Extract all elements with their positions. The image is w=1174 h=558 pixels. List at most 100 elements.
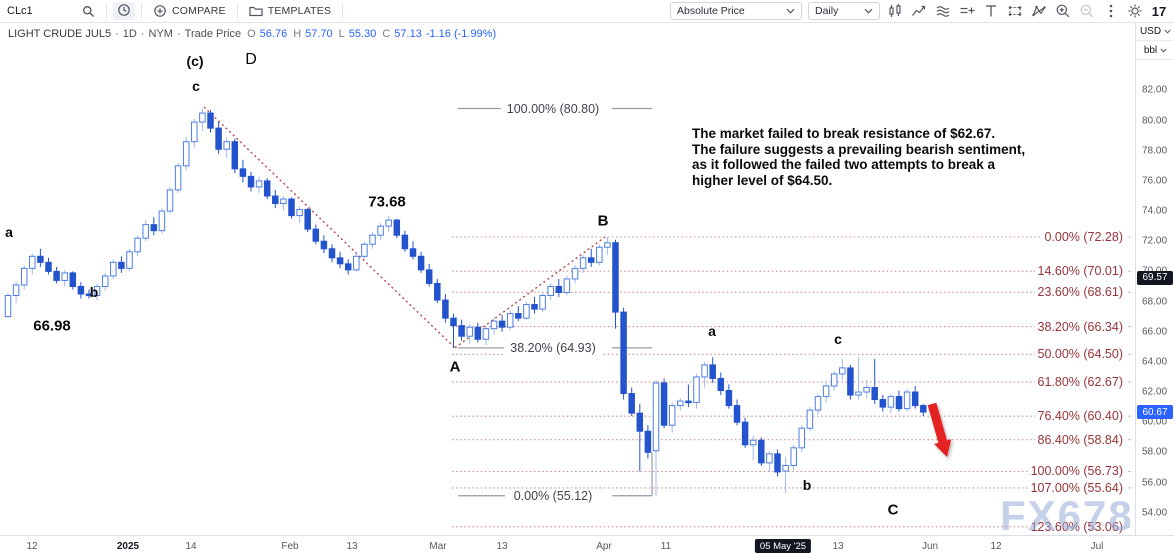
chart-style-icon[interactable]	[886, 2, 904, 20]
legend-separator: ·	[176, 28, 181, 40]
time-tick: 13	[346, 541, 358, 552]
time-tick: 13	[496, 541, 508, 552]
time-tick: Mar	[429, 541, 447, 552]
legend-exchange: NYM	[148, 28, 173, 40]
time-tick: Feb	[281, 541, 299, 552]
fib-projection-label: 0.00% (55.12)	[507, 488, 599, 503]
zoom-out-icon[interactable]	[1078, 2, 1096, 20]
time-tick: Jun	[921, 541, 939, 552]
toolbar-divider	[141, 4, 142, 18]
unit-select[interactable]: bbl	[1136, 41, 1174, 60]
legend-separator: ·	[140, 28, 145, 40]
time-tick: 2025	[116, 541, 140, 552]
compare-button[interactable]: COMPARE	[146, 0, 233, 22]
close-value: 57.13	[394, 28, 422, 40]
open-value: 56.76	[259, 28, 288, 40]
legend-title: LIGHT CRUDE JUL5	[8, 28, 112, 40]
price-tick: 74.00	[1142, 205, 1168, 217]
interval-value: Daily	[815, 5, 839, 17]
legend-price-type: Trade Price	[184, 28, 242, 40]
fib-level-label: 0.00% (72.28)	[1041, 230, 1126, 244]
fib-level-label: 23.60% (68.61)	[1034, 285, 1126, 300]
wave-label-a: a	[708, 323, 716, 339]
more-options-icon[interactable]	[1102, 2, 1120, 20]
price-mode-value: Absolute Price	[677, 5, 745, 17]
scale-settings-icon[interactable]	[958, 2, 976, 20]
interval-select[interactable]: Daily	[808, 2, 880, 20]
time-tick: Apr	[596, 541, 612, 552]
last-price-badge: 60.67	[1137, 405, 1173, 420]
fib-level-label: 38.20% (66.34)	[1034, 319, 1126, 334]
price-tick: 60.00	[1142, 416, 1168, 428]
change-value: -1.16 (-1.99%)	[425, 28, 497, 40]
wave-label-D: D	[245, 51, 257, 68]
symbol-label: CLc1	[7, 5, 33, 17]
time-tick: 12	[990, 541, 1002, 552]
price-mode-select[interactable]: Absolute Price	[670, 2, 802, 20]
fib-level-label: 14.60% (70.01)	[1034, 264, 1126, 279]
time-tick: 13	[832, 541, 844, 552]
wave-label-c: (c)	[186, 53, 204, 69]
forecast-icon[interactable]	[910, 2, 928, 20]
legend-separator: ·	[115, 28, 119, 40]
tradingview-logo[interactable]: 17	[1151, 3, 1167, 19]
toolbar-divider	[236, 4, 238, 18]
fib-level-label: 107.00% (55.64)	[1027, 480, 1126, 495]
currency-select[interactable]: USD	[1136, 22, 1174, 41]
fib-level-label: 76.40% (60.40)	[1034, 409, 1126, 424]
wave-label-a: a	[5, 224, 13, 240]
time-axis[interactable]: 12 2025 14 Feb 13 Mar 13 Apr 11 13 Jun 12 Jul 05 May …	[0, 535, 1174, 558]
prev-price-badge: 69.57	[1137, 270, 1173, 285]
fib-level-label: 123.60% (53.06)	[1027, 519, 1126, 534]
layers-waves-icon[interactable]	[934, 2, 952, 20]
price-tick: 62.00	[1142, 386, 1168, 398]
analysis-note-line: as it followed the failed two attempts t…	[692, 157, 996, 173]
price-tick: 80.00	[1142, 115, 1168, 127]
top-toolbar: CLc1 COMPARE TEMPLATES Absolute Price Da…	[0, 0, 1174, 23]
time-tick: 14	[185, 541, 197, 552]
high-value: 57.70	[305, 28, 333, 40]
wave-label-A: A	[449, 358, 461, 376]
open-label: O	[247, 28, 256, 40]
price-callout: 66.98	[33, 317, 71, 335]
wave-label-b: b	[802, 477, 812, 493]
wave-label-c: c	[192, 78, 200, 94]
fib-level-label: 86.40% (58.84)	[1034, 432, 1126, 447]
wave-label-b: b	[89, 284, 99, 300]
analysis-note-line: The failure suggests a prevailing bearis…	[692, 141, 1026, 157]
price-axis[interactable]: USD bbl 82.0080.0078.0076.0074.0072.0070…	[1135, 22, 1174, 535]
pattern-tool-icon[interactable]	[1006, 2, 1024, 20]
selected-date-badge: 05 May '25	[754, 539, 812, 553]
text-tool-icon[interactable]	[982, 2, 1000, 20]
interval-history-button[interactable]	[113, 2, 135, 20]
price-callout: 73.68	[368, 193, 406, 211]
price-tick: 64.00	[1142, 356, 1168, 368]
zoom-in-icon[interactable]	[1054, 2, 1072, 20]
high-label: H	[293, 28, 302, 40]
toolbar-right-group: Absolute Price Daily 17	[670, 2, 1174, 20]
time-tick: 11	[660, 541, 672, 552]
price-tick: 54.00	[1142, 507, 1168, 519]
polygon-tool-icon[interactable]	[1030, 2, 1048, 20]
compare-label: COMPARE	[172, 5, 226, 17]
fib-level-label: 61.80% (62.67)	[1034, 374, 1126, 389]
fib-projection-label: 38.20% (64.93)	[504, 340, 602, 355]
search-icon	[82, 5, 95, 18]
toolbar-divider	[342, 4, 344, 18]
time-tick: Jul	[1090, 541, 1104, 552]
analysis-note: The market failed to break resistance of…	[692, 126, 1092, 188]
settings-gear-icon[interactable]	[1126, 2, 1144, 20]
chevron-down-icon	[864, 5, 873, 17]
fib-projection-label: 100.00% (80.80)	[500, 101, 606, 116]
wave-label-c: c	[834, 331, 842, 347]
wave-label-B: B	[597, 212, 609, 230]
templates-button[interactable]: TEMPLATES	[242, 0, 338, 22]
symbol-search[interactable]: CLc1	[0, 0, 102, 22]
fib-level-label: 50.00% (64.50)	[1034, 347, 1126, 362]
clock-icon	[117, 3, 131, 20]
chevron-down-icon	[1160, 45, 1167, 56]
toolbar-divider	[106, 4, 107, 18]
symbol-legend: LIGHT CRUDE JUL5 · 1D · NYM · Trade Pric…	[8, 28, 496, 40]
